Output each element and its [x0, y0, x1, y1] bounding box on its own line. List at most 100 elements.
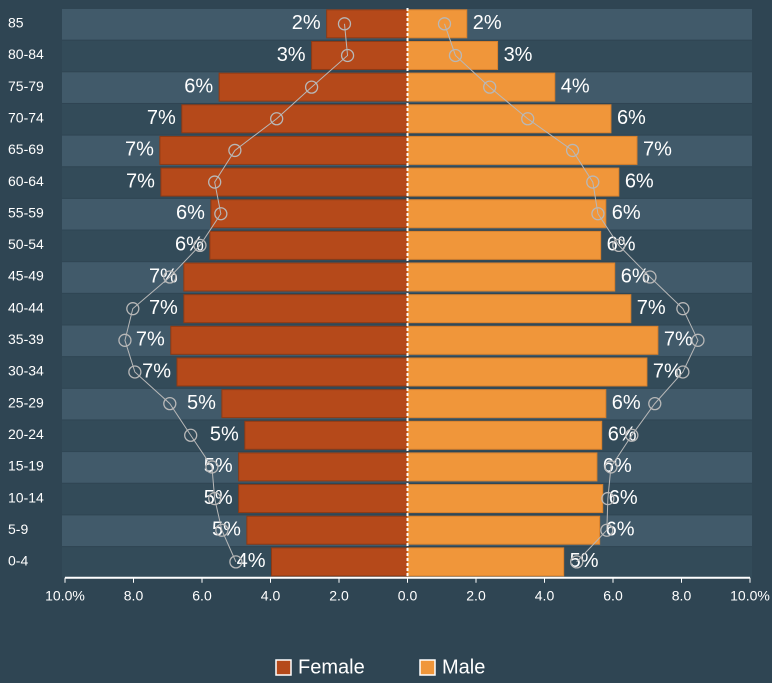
- bar: [407, 325, 659, 355]
- bar: [159, 135, 408, 165]
- bar: [407, 420, 603, 450]
- bar: [407, 72, 556, 102]
- y-tick-label: 35-39: [8, 331, 44, 347]
- overlay-point: [193, 238, 207, 253]
- bar: [238, 484, 408, 514]
- data-label: 6%: [607, 234, 636, 256]
- bar: [407, 547, 565, 577]
- x-tick-label: 2.0: [329, 587, 349, 603]
- data-label: 6%: [176, 202, 205, 224]
- overlay-point: [676, 302, 690, 316]
- legend-label: Female: [298, 656, 365, 678]
- x-tick-label: 6.0: [192, 587, 212, 603]
- y-tick-label: 40-44: [8, 299, 44, 315]
- overlay-point: [208, 175, 222, 189]
- data-label: 7%: [664, 329, 693, 351]
- data-label: 5%: [187, 392, 216, 414]
- bar: [218, 72, 408, 102]
- overlay-point: [270, 112, 284, 126]
- data-label: 6%: [184, 75, 213, 97]
- data-label: 3%: [504, 44, 533, 66]
- bar: [170, 325, 408, 355]
- legend-swatch: [275, 659, 292, 676]
- bar: [407, 104, 612, 134]
- bar: [407, 357, 648, 387]
- overlay-point: [214, 207, 228, 221]
- overlay-point: [208, 491, 222, 506]
- overlay-point: [215, 523, 229, 537]
- bar: [407, 294, 632, 324]
- data-label: 4%: [561, 75, 590, 97]
- bar: [210, 199, 408, 229]
- x-tick-label: 6.0: [603, 587, 623, 603]
- overlay-point: [163, 396, 177, 411]
- data-label: 5%: [210, 424, 239, 446]
- overlay-line: [124, 23, 349, 563]
- overlay-point: [691, 333, 705, 347]
- y-tick-label: 60-64: [8, 173, 44, 189]
- bar: [407, 199, 607, 229]
- overlay-point: [128, 365, 142, 379]
- overlay-point: [643, 270, 657, 284]
- bar: [246, 515, 408, 545]
- bar: [221, 389, 408, 419]
- overlay-point: [565, 143, 580, 158]
- data-label: 7%: [637, 297, 666, 319]
- bar: [209, 230, 408, 260]
- y-tick-label: 65-69: [8, 141, 44, 157]
- bar: [407, 262, 616, 292]
- data-label: 2%: [473, 12, 502, 34]
- y-tick-label: 20-24: [8, 426, 44, 442]
- data-label: 2%: [292, 12, 321, 34]
- data-label: 7%: [126, 170, 155, 192]
- bar: [183, 262, 408, 292]
- overlay-point: [448, 48, 463, 63]
- overlay-point: [337, 17, 352, 31]
- overlay-point: [126, 302, 140, 316]
- overlay-point: [205, 460, 219, 474]
- data-label: 6%: [175, 234, 204, 256]
- x-tick-label: 10.0%: [45, 587, 85, 603]
- overlay-point: [601, 491, 615, 506]
- y-tick-label: 55-59: [8, 204, 44, 220]
- y-tick-label: 0-4: [8, 553, 28, 569]
- overlay-point: [304, 80, 319, 94]
- overlay-point: [570, 555, 584, 569]
- bar: [407, 389, 607, 419]
- data-label: 6%: [612, 392, 641, 414]
- overlay-point: [163, 270, 177, 284]
- overlay-point: [591, 207, 605, 221]
- y-tick-label: 10-14: [8, 489, 44, 505]
- overlay-point: [676, 365, 690, 379]
- y-tick-label: 25-29: [8, 394, 44, 410]
- data-label: 6%: [621, 265, 650, 287]
- overlay-point: [600, 523, 614, 537]
- bar: [176, 357, 408, 387]
- bar: [407, 230, 602, 260]
- y-tick-label: 70-74: [8, 109, 44, 125]
- data-label: 6%: [617, 107, 646, 129]
- data-label: 6%: [609, 487, 638, 509]
- y-tick-label: 80-84: [8, 46, 44, 62]
- bar: [407, 135, 638, 165]
- y-tick-label: 50-54: [8, 236, 44, 252]
- legend-swatch: [419, 659, 436, 676]
- x-tick-label: 0.0: [398, 587, 418, 603]
- x-tick-label: 8.0: [672, 587, 692, 603]
- data-label: 6%: [625, 170, 654, 192]
- bar: [407, 515, 601, 545]
- x-tick-label: 10.0%: [730, 587, 770, 603]
- data-label: 7%: [142, 360, 171, 382]
- bar: [407, 9, 468, 39]
- data-label: 4%: [237, 550, 266, 572]
- overlay-point: [521, 112, 535, 126]
- x-tick-label: 4.0: [535, 587, 555, 603]
- overlay-point: [586, 175, 600, 189]
- overlay-point: [184, 428, 198, 442]
- overlay-point: [648, 396, 662, 411]
- legend-label: Male: [442, 656, 485, 678]
- x-tick-label: 4.0: [261, 587, 281, 603]
- bar: [407, 167, 620, 197]
- x-tick-label: 2.0: [466, 587, 486, 603]
